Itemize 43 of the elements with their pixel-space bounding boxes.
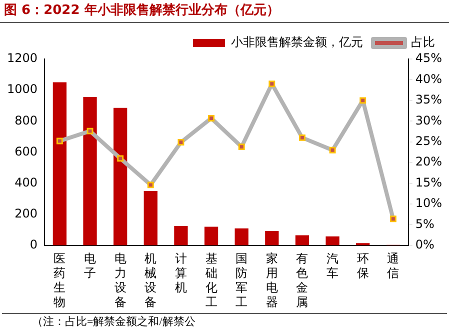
y2-tick-label: 15% [415,175,442,190]
text: （注：占比=解禁金额之和/解禁公 [2,313,447,330]
y-tick-label: 600 [14,144,38,158]
x-tick-label: 基础化工 [204,252,218,309]
x-tick-label: 电子 [84,252,96,280]
x-tick-label: 汽车 [326,252,339,280]
x-tick-label: 家用电器 [266,252,278,309]
y2-tick-label: 30% [415,113,442,128]
x-tick-label: 有色金属 [296,252,308,309]
y-tick-label: 400 [14,175,38,190]
x-tick-label: 电力设备 [114,252,126,309]
y-tick-label: 1000 [6,82,38,96]
x-tick-label: 计算机 [174,252,187,295]
y2-tick-label: 45% [415,51,442,66]
bar [295,235,310,246]
y-tick-label: 0 [30,238,38,252]
y2-tick-label: 5% [415,216,434,231]
x-tick-label: 机械设备 [144,252,157,309]
x-tick-label: 通信 [387,252,400,280]
chart-title: 图 6：2022 年小非限售解禁行业分布（亿元） [0,0,449,23]
legend-label: 占比 [411,35,435,50]
y-tick-label: 200 [14,206,38,220]
y2-tick-label: 35% [415,92,442,107]
bar [144,191,158,246]
y-tick-label: 1200 [6,51,38,66]
bar [265,230,279,246]
bar [52,82,67,246]
y2-tick-label: 20% [415,154,442,169]
y2-tick-label: 40% [415,72,442,86]
bar [326,236,340,246]
y2-tick-label: 10% [415,196,442,210]
x-tick-label: 医药生物 [54,252,66,309]
bar [204,226,218,246]
y-tick-label: 800 [14,113,38,128]
bar [174,226,188,246]
bar [234,228,248,246]
x-tick-label: 国防军工 [236,252,248,309]
y2-tick-label: 25% [415,134,442,148]
x-tick-label: 环保 [356,252,369,280]
y2-tick-label: 0% [415,238,434,252]
bar [83,97,97,246]
bar [114,108,128,246]
legend-label: 小非限售解禁金额，亿元 [231,35,363,50]
